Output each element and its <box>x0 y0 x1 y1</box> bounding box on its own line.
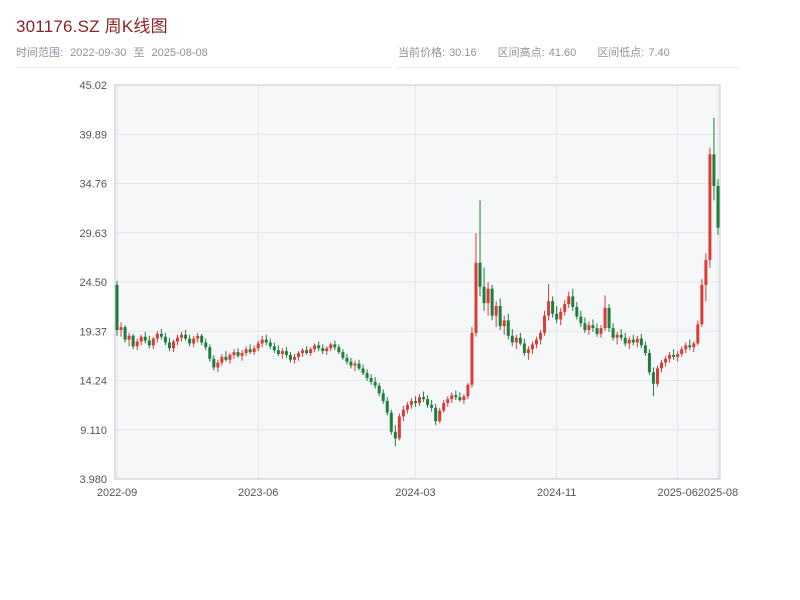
time-range: 时间范围: 2022-09-30 至 2025-08-08 <box>16 44 390 68</box>
svg-text:24.50: 24.50 <box>79 277 107 289</box>
svg-text:2024-11: 2024-11 <box>537 487 577 499</box>
stat-label: 当前价格: <box>398 47 446 59</box>
svg-text:2025-06: 2025-06 <box>657 487 697 499</box>
svg-text:2022-09: 2022-09 <box>97 487 137 499</box>
svg-text:2024-03: 2024-03 <box>395 487 435 499</box>
svg-text:2023-06: 2023-06 <box>238 487 278 499</box>
range-high-stat: 区间高点: 41.60 <box>498 47 577 59</box>
price-stats: 当前价格: 30.16 区间高点: 41.60 区间低点: 7.40 <box>398 44 738 68</box>
stat-value: 41.60 <box>548 47 577 59</box>
svg-text:29.63: 29.63 <box>79 228 107 240</box>
stat-value: 30.16 <box>449 47 477 59</box>
svg-text:3.980: 3.980 <box>79 474 107 486</box>
time-range-end: 2025-08-08 <box>151 47 208 59</box>
stat-label: 区间低点: <box>597 47 645 59</box>
svg-text:14.24: 14.24 <box>79 376 107 388</box>
current-price-stat: 当前价格: 30.16 <box>398 47 477 59</box>
stat-label: 区间高点: <box>497 47 545 59</box>
stat-value: 7.40 <box>648 47 670 59</box>
time-range-separator: 至 <box>133 47 145 59</box>
time-range-start: 2022-09-30 <box>70 47 127 59</box>
range-low-stat: 区间低点: 7.40 <box>597 47 669 59</box>
svg-text:34.76: 34.76 <box>79 179 107 191</box>
svg-text:9.110: 9.110 <box>80 425 107 437</box>
svg-text:19.37: 19.37 <box>79 326 107 338</box>
svg-text:45.02: 45.02 <box>79 80 107 92</box>
svg-text:2025-08: 2025-08 <box>698 487 738 499</box>
time-range-label: 时间范围: <box>16 47 64 59</box>
page-title: 301176.SZ 周K线图 <box>16 17 168 36</box>
svg-text:39.89: 39.89 <box>79 129 107 141</box>
